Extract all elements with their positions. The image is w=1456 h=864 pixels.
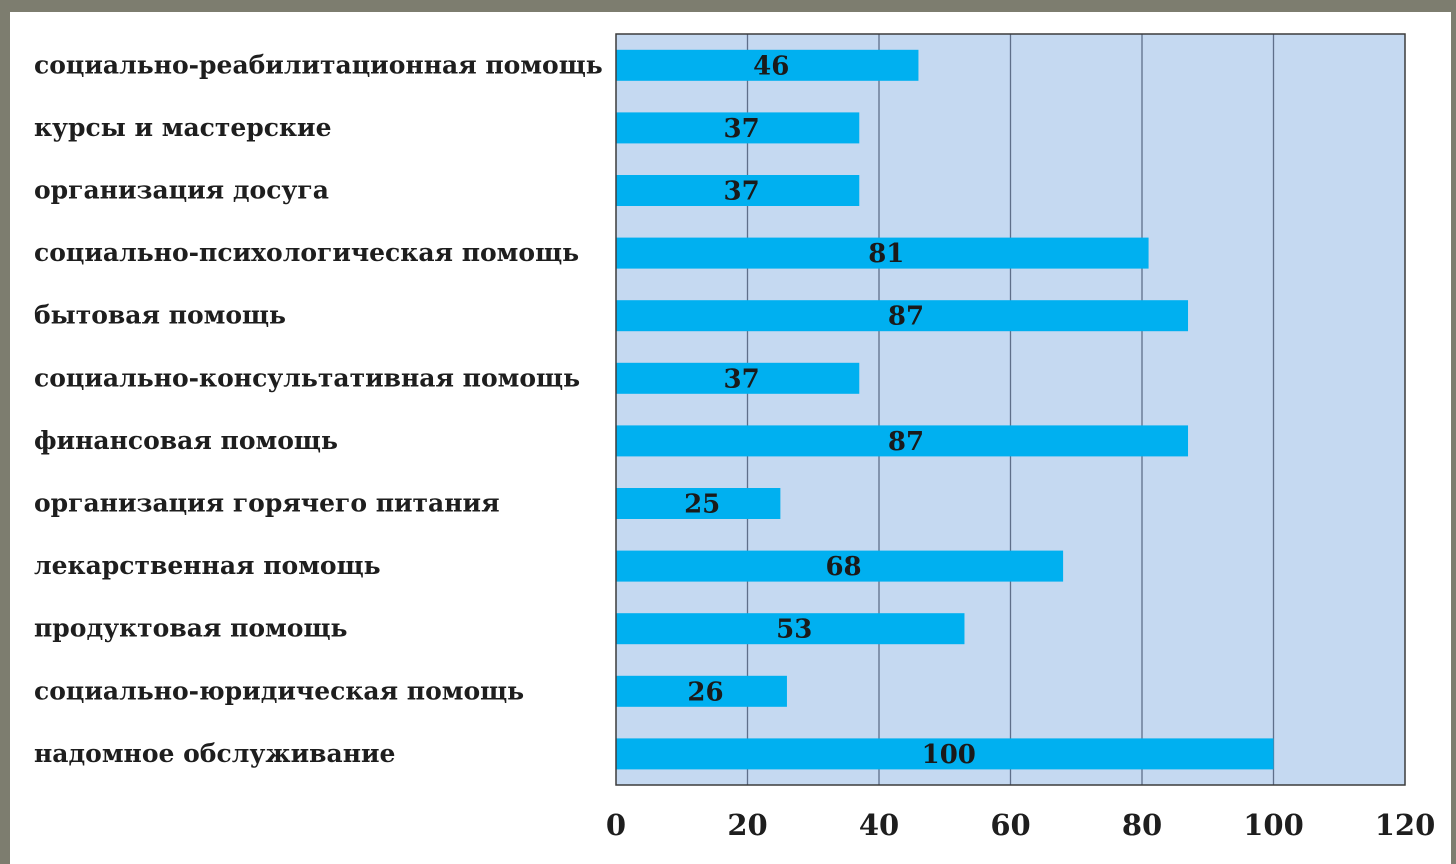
- bar: [616, 738, 1274, 770]
- data-label: 81: [868, 239, 904, 269]
- data-label: 68: [825, 552, 861, 582]
- bar: [616, 550, 1064, 582]
- category-labels: социально-реабилитационная помощь курсы и…: [34, 50, 603, 768]
- data-label: 26: [687, 677, 723, 707]
- data-labels: 46 37 37 81 87 37 87 25 68 53 26 100: [684, 51, 976, 770]
- gridlines: [746, 34, 1275, 785]
- data-label: 37: [724, 114, 760, 144]
- x-tick-label: 0: [606, 808, 626, 842]
- x-tick-label: 40: [859, 808, 899, 842]
- category-label: социально-психологическая помощь: [34, 238, 579, 267]
- category-label: организация досуга: [34, 176, 329, 205]
- data-label: 37: [724, 177, 760, 207]
- data-label: 100: [922, 740, 976, 770]
- category-label: социально-консультативная помощь: [34, 363, 580, 392]
- category-label: продуктовая помощь: [34, 614, 347, 643]
- category-label: надомное обслуживание: [34, 739, 395, 768]
- bar: [616, 175, 860, 206]
- x-tick-label: 100: [1243, 808, 1304, 842]
- bar: [616, 362, 860, 394]
- category-label: социально-реабилитационная помощь: [34, 50, 603, 79]
- bar: [616, 237, 1149, 269]
- plot-border: [615, 33, 1406, 786]
- category-label: социально-юридическая помощь: [34, 676, 524, 705]
- data-label: 53: [776, 615, 812, 645]
- bar: [616, 488, 781, 519]
- data-label: 87: [888, 427, 924, 457]
- bar: [616, 425, 1189, 457]
- data-label: 37: [724, 364, 760, 394]
- bar: [616, 112, 860, 144]
- bar: [616, 675, 787, 707]
- x-axis-ticks: 0 20 40 60 80 100 120: [606, 808, 1435, 842]
- bar: [616, 49, 919, 81]
- category-label: лекарственная помощь: [34, 551, 381, 580]
- x-tick-label: 80: [1122, 808, 1162, 842]
- data-label: 87: [888, 302, 924, 332]
- category-label: бытовая помощь: [34, 301, 286, 330]
- data-label: 46: [753, 51, 789, 81]
- x-tick-label: 120: [1375, 808, 1436, 842]
- category-label: курсы и мастерские: [34, 113, 332, 142]
- category-label: финансовая помощь: [34, 426, 338, 455]
- category-label: организация горячего питания: [34, 489, 500, 518]
- bar: [616, 613, 965, 645]
- bar: [616, 300, 1189, 332]
- data-label: 25: [684, 490, 720, 520]
- x-tick-label: 60: [990, 808, 1030, 842]
- x-tick-label: 20: [727, 808, 767, 842]
- bars: [616, 49, 1274, 770]
